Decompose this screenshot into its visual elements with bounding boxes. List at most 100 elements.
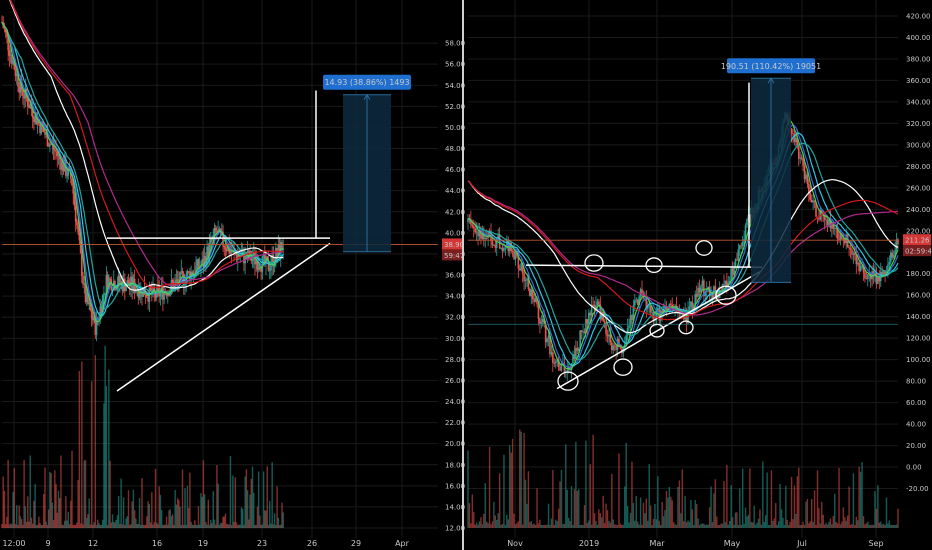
- volume-bar: [888, 520, 891, 528]
- volume-bar: [777, 521, 780, 528]
- y-tick-label: 16.00: [445, 482, 465, 490]
- candle-body: [829, 219, 832, 229]
- candle-body: [506, 239, 508, 248]
- candle-body: [724, 280, 727, 285]
- volume-bar: [826, 524, 829, 528]
- volume-bar: [798, 467, 800, 528]
- volume-bar: [521, 524, 524, 528]
- candle-body: [495, 238, 498, 248]
- volume-bar: [533, 523, 535, 528]
- candle-body: [126, 280, 129, 287]
- candle-body: [711, 295, 714, 299]
- volume-bar: [708, 507, 711, 528]
- highlight-circle: [649, 323, 665, 338]
- volume-bar: [744, 507, 747, 528]
- moving-average-line: [10, 0, 284, 286]
- measure-label-bg: [727, 58, 815, 74]
- y-tick-label: 20.00: [906, 442, 926, 450]
- volume-bar: [786, 519, 788, 528]
- volume-bar: [73, 524, 76, 528]
- candle-body: [638, 296, 640, 305]
- countdown-tag: [903, 245, 931, 257]
- volume-bar: [183, 524, 185, 528]
- volume-bar: [206, 524, 208, 528]
- volume-bar: [162, 524, 164, 528]
- candle-body: [744, 225, 747, 239]
- volume-bar: [727, 524, 730, 528]
- candle-body: [585, 319, 587, 334]
- candle-body: [3, 27, 6, 30]
- volume-bar: [25, 521, 28, 528]
- volume-bar: [880, 521, 882, 528]
- volume-bar: [81, 361, 83, 528]
- volume-bar: [750, 521, 753, 528]
- volume-bar: [514, 524, 517, 528]
- volume-bar: [264, 510, 266, 528]
- volume-bar: [20, 518, 23, 528]
- candle-body: [813, 200, 816, 203]
- candle-body: [570, 363, 573, 370]
- candle-body: [66, 175, 68, 177]
- volume-bar: [694, 500, 696, 528]
- candle-body: [746, 219, 748, 226]
- annotations: 190.51 (110.42%) 19051: [468, 58, 898, 391]
- candle-body: [749, 214, 751, 222]
- volume-bar: [596, 524, 599, 528]
- volume-bar: [848, 486, 850, 528]
- volume-bar: [625, 442, 627, 528]
- candle-body: [648, 305, 651, 307]
- y-tick-label: 30.00: [445, 335, 465, 343]
- candle-body: [694, 294, 697, 306]
- volume-bar: [813, 490, 816, 528]
- candle-body: [94, 315, 97, 335]
- volume-bar: [829, 518, 832, 528]
- volume-bar: [661, 501, 663, 528]
- candle-body: [649, 305, 652, 313]
- volume-bar: [84, 460, 87, 528]
- candle-body: [603, 320, 606, 325]
- volume-bar: [104, 345, 106, 528]
- candle-body: [229, 251, 232, 254]
- volume-bar: [233, 521, 235, 528]
- volume-bar: [52, 519, 55, 528]
- volume-bar: [687, 520, 689, 528]
- volume-bar: [83, 460, 85, 528]
- volume-bar: [803, 524, 806, 528]
- volume-bar: [743, 523, 745, 528]
- volume-bar: [66, 520, 68, 528]
- volume-bar: [55, 484, 57, 528]
- volume-bar: [3, 490, 6, 528]
- candle-body: [60, 159, 62, 170]
- volume-bar: [611, 473, 613, 528]
- volume-bar: [11, 524, 13, 528]
- volume-bar: [149, 522, 152, 528]
- volume-bar: [250, 478, 252, 528]
- volume-bar: [690, 500, 692, 528]
- candle-body: [90, 310, 93, 319]
- volume-bar: [683, 521, 685, 528]
- candle-body: [593, 304, 596, 311]
- volume-bar: [527, 471, 530, 528]
- candle-body: [117, 275, 120, 286]
- volume-bar: [553, 524, 555, 528]
- volume-bar: [855, 516, 857, 528]
- volume-bar: [208, 524, 211, 528]
- x-axis: Nov 2019 Mar May Jul Sep: [507, 539, 883, 548]
- y-tick-label: 26.00: [445, 377, 465, 385]
- y-tick-label: -20.00: [906, 485, 929, 493]
- candle-body: [179, 271, 181, 284]
- candle-body: [819, 210, 822, 220]
- volume-bar: [513, 513, 515, 528]
- volume-bar: [33, 500, 35, 528]
- volume-bar: [546, 524, 548, 528]
- y-tick-label: 24.00: [445, 398, 465, 406]
- volume-bar: [688, 521, 691, 528]
- volume-bar: [836, 523, 839, 528]
- candle-body: [608, 334, 610, 337]
- volume-bar: [841, 521, 843, 528]
- volume-bar: [530, 521, 532, 528]
- volume-bar: [767, 524, 770, 528]
- volume-bar: [726, 465, 728, 528]
- candle-body: [255, 260, 258, 265]
